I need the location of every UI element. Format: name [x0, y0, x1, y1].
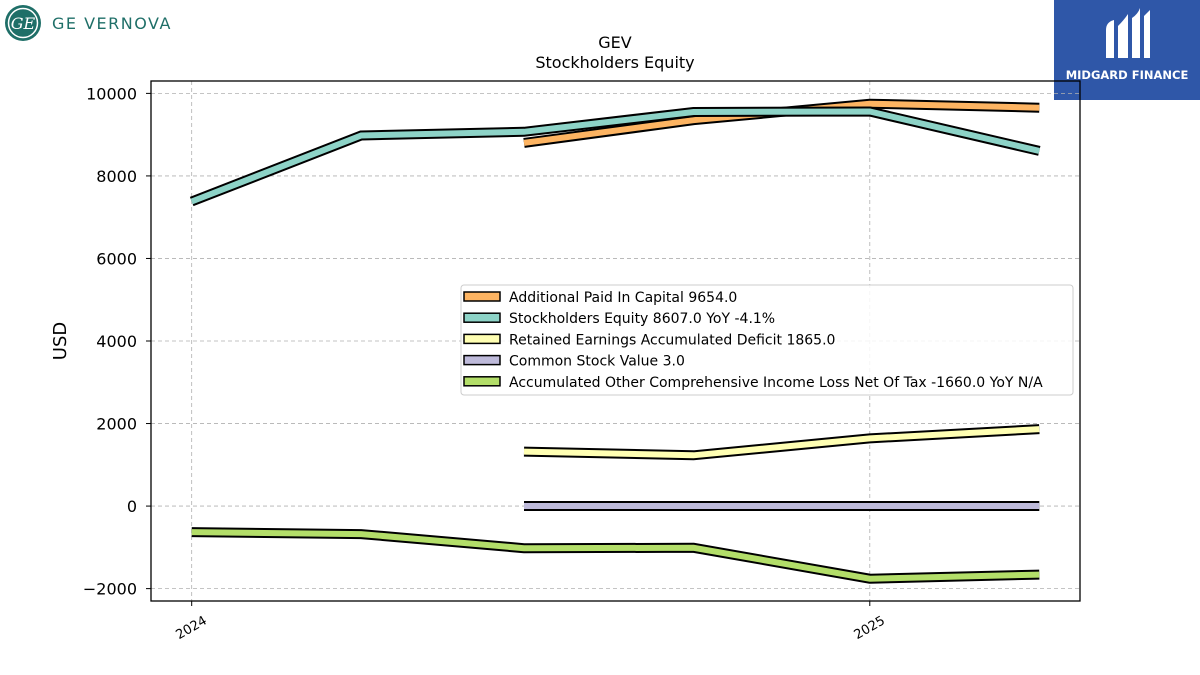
y-tick-label: 4000 [96, 332, 137, 351]
ge-monogram-icon: GE [5, 5, 41, 41]
legend-label-4: Common Stock Value 3.0 [509, 354, 685, 370]
y-ticks: −2000 0 2000 4000 6000 8000 10000 [83, 84, 151, 599]
y-tick-label: 0 [127, 497, 137, 516]
x-ticks: 2024 2025 [174, 601, 888, 643]
legend: Additional Paid In Capital 9654.0 Stockho… [460, 284, 1074, 396]
chart-subtitle: Stockholders Equity [535, 53, 694, 72]
legend-swatch-3 [463, 333, 501, 345]
legend-label-3: Retained Earnings Accumulated Deficit 18… [509, 332, 835, 348]
midgard-monogram-icon [1106, 8, 1150, 58]
chart-title: GEV [598, 33, 632, 52]
legend-swatch-5 [463, 376, 501, 387]
legend-swatch-2 [463, 312, 501, 323]
legend-swatch-4 [463, 354, 501, 366]
legend-frame [460, 284, 1074, 396]
y-tick-label: 8000 [96, 167, 137, 186]
x-tick-label: 2025 [852, 613, 888, 643]
legend-swatch-1 [463, 291, 501, 302]
legend-label-1: Additional Paid In Capital 9654.0 [509, 290, 737, 306]
series-line-3 [523, 426, 1040, 459]
series-lines [189, 98, 1041, 584]
series-line-2 [190, 108, 1040, 205]
ge-vernova-logo: GE GE VERNOVA [4, 4, 172, 42]
y-tick-label: 10000 [86, 84, 137, 103]
brand-name-left: GE VERNOVA [52, 13, 172, 33]
y-axis-label: USD [50, 322, 71, 360]
y-tick-label: −2000 [83, 580, 137, 599]
y-tick-label: 6000 [96, 249, 137, 268]
series-outline-2 [189, 106, 1041, 207]
midgard-finance-logo: MIDGARD FINANCE [1054, 0, 1200, 100]
series-outline-5 [191, 527, 1040, 584]
legend-label-2: Stockholders Equity 8607.0 YoY -4.1% [509, 311, 775, 327]
series-line-5 [191, 529, 1040, 582]
x-tick-label: 2024 [174, 613, 210, 643]
brand-name-right: MIDGARD FINANCE [1065, 68, 1189, 82]
y-tick-label: 2000 [96, 415, 137, 434]
svg-text:GE: GE [11, 14, 36, 33]
legend-label-5: Accumulated Other Comprehensive Income L… [509, 375, 1043, 391]
